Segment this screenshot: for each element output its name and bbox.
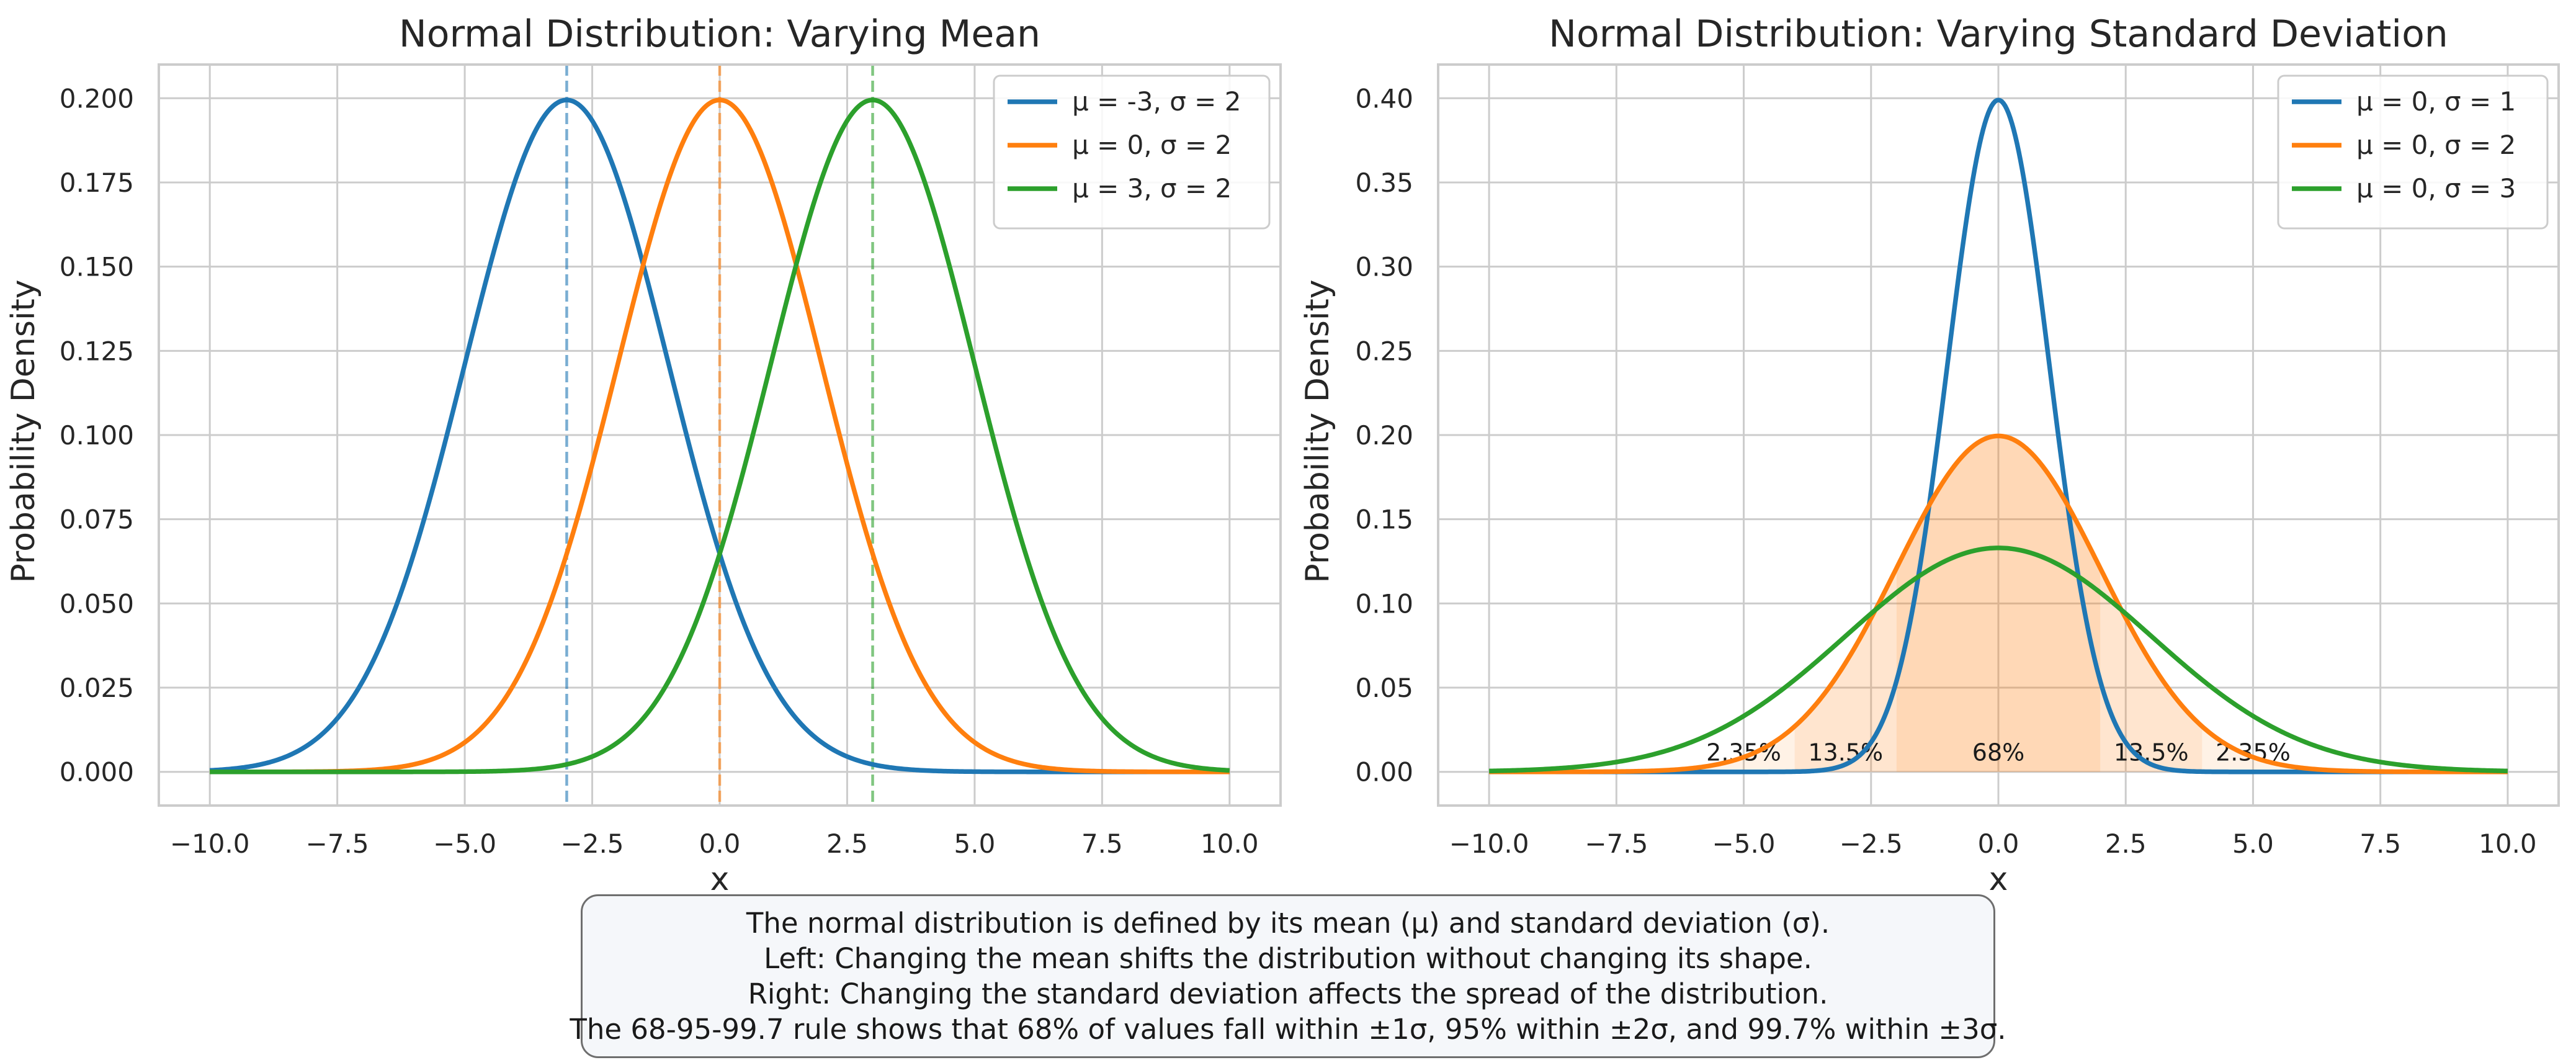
- legend-entry: μ = 0, σ = 2: [1072, 130, 1232, 160]
- legend-box: [993, 74, 1271, 230]
- x-tick-label: −5.0: [1712, 829, 1776, 859]
- y-tick-label: 0.25: [1355, 336, 1413, 366]
- chart-panel-2: 68%13.5% 13.5%2.35% 2.35%−10.0 −7.5 −5.0 −2.5…: [1299, 12, 2560, 898]
- caption-line-4: The 68-95-99.7 rule shows that 68% of va…: [570, 1013, 2006, 1046]
- y-tick-label: 0.40: [1355, 83, 1413, 114]
- y-tick-label: 0.025: [60, 673, 134, 703]
- x-tick-label: −10.0: [170, 829, 250, 859]
- y-tick-label: 0.35: [1355, 168, 1413, 198]
- legend-entry: μ = 0, σ = 3: [2356, 173, 2516, 204]
- x-tick-label: 10.0: [1201, 829, 1259, 859]
- y-tick-label: 0.05: [1355, 673, 1413, 703]
- shaded-region: [2202, 726, 2304, 772]
- y-axis-label: Probability Density: [1299, 279, 1336, 583]
- x-tick-label: −7.5: [306, 829, 369, 859]
- x-tick-label: 2.5: [2105, 829, 2147, 859]
- x-tick-label: 5.0: [954, 829, 996, 859]
- region-label: 68%: [1972, 739, 2024, 766]
- x-axis-label: x: [710, 861, 730, 898]
- shaded-region: [1896, 436, 2101, 772]
- plot-frame: [158, 63, 1282, 807]
- y-tick-label: 0.00: [1355, 757, 1413, 788]
- x-tick-label: −5.0: [433, 829, 496, 859]
- y-tick-label: 0.075: [60, 505, 134, 535]
- chart-title: Normal Distribution: Varying Mean: [399, 12, 1040, 56]
- y-tick-label: 0.175: [60, 168, 134, 198]
- x-tick-label: 0.0: [699, 829, 741, 859]
- x-tick-label: −2.5: [1840, 829, 1903, 859]
- shaded-region: [1693, 726, 1795, 772]
- series-line: [1488, 433, 2508, 775]
- caption-box: The normal distribution is defined by it…: [570, 894, 2006, 1058]
- x-tick-label: −10.0: [1449, 829, 1529, 859]
- legend-entry: μ = 0, σ = 1: [2356, 86, 2516, 117]
- x-tick-label: 0.0: [1978, 829, 2019, 859]
- x-tick-label: 7.5: [2359, 829, 2401, 859]
- series-line: [1488, 546, 2508, 774]
- legend: μ = 0, σ = 1 μ = 0, σ = 2 μ = 0, σ = 3: [2277, 74, 2549, 230]
- chart-title: Normal Distribution: Varying Standard De…: [1549, 12, 2448, 56]
- legend-entry: μ = -3, σ = 2: [1072, 86, 1241, 117]
- caption-line-3: Right: Changing the standard deviation a…: [748, 977, 1828, 1010]
- caption-line-2: Left: Changing the mean shifts the distr…: [764, 942, 1812, 975]
- y-tick-label: 0.125: [60, 336, 134, 366]
- plot-frame: [1437, 63, 2560, 807]
- x-tick-label: 5.0: [2232, 829, 2274, 859]
- caption-line-1: The normal distribution is defined by it…: [746, 907, 1830, 940]
- y-tick-label: 0.050: [60, 588, 134, 619]
- series-line: [209, 97, 1230, 775]
- y-tick-label: 0.100: [60, 420, 134, 451]
- legend: μ = -3, σ = 2 μ = 0, σ = 2 μ = 3, σ = 2: [993, 74, 1271, 230]
- series-line: [209, 97, 1230, 775]
- y-tick-label: 0.15: [1355, 505, 1413, 535]
- y-tick-label: 0.20: [1355, 420, 1413, 451]
- y-tick-label: 0.30: [1355, 252, 1413, 282]
- x-tick-label: 7.5: [1081, 829, 1123, 859]
- x-tick-label: 2.5: [826, 829, 868, 859]
- y-tick-label: 0.200: [60, 83, 134, 114]
- y-axis-label: Probability Density: [5, 279, 42, 583]
- chart-panel-1: −10.0 −7.5 −5.0 −2.5 0.0 2.5 5.0 7.5 10.0 0.000 0.…: [5, 12, 1282, 898]
- y-tick-label: 0.150: [60, 252, 134, 282]
- x-tick-label: −2.5: [561, 829, 624, 859]
- x-tick-label: −7.5: [1585, 829, 1648, 859]
- legend-entry: μ = 0, σ = 2: [2356, 130, 2516, 160]
- x-axis-label: x: [1989, 861, 2008, 898]
- y-tick-label: 0.10: [1355, 588, 1413, 619]
- y-tick-label: 0.000: [60, 757, 134, 788]
- x-tick-label: 10.0: [2479, 829, 2537, 859]
- legend-box: [2277, 74, 2549, 230]
- legend-entry: μ = 3, σ = 2: [1072, 173, 1232, 204]
